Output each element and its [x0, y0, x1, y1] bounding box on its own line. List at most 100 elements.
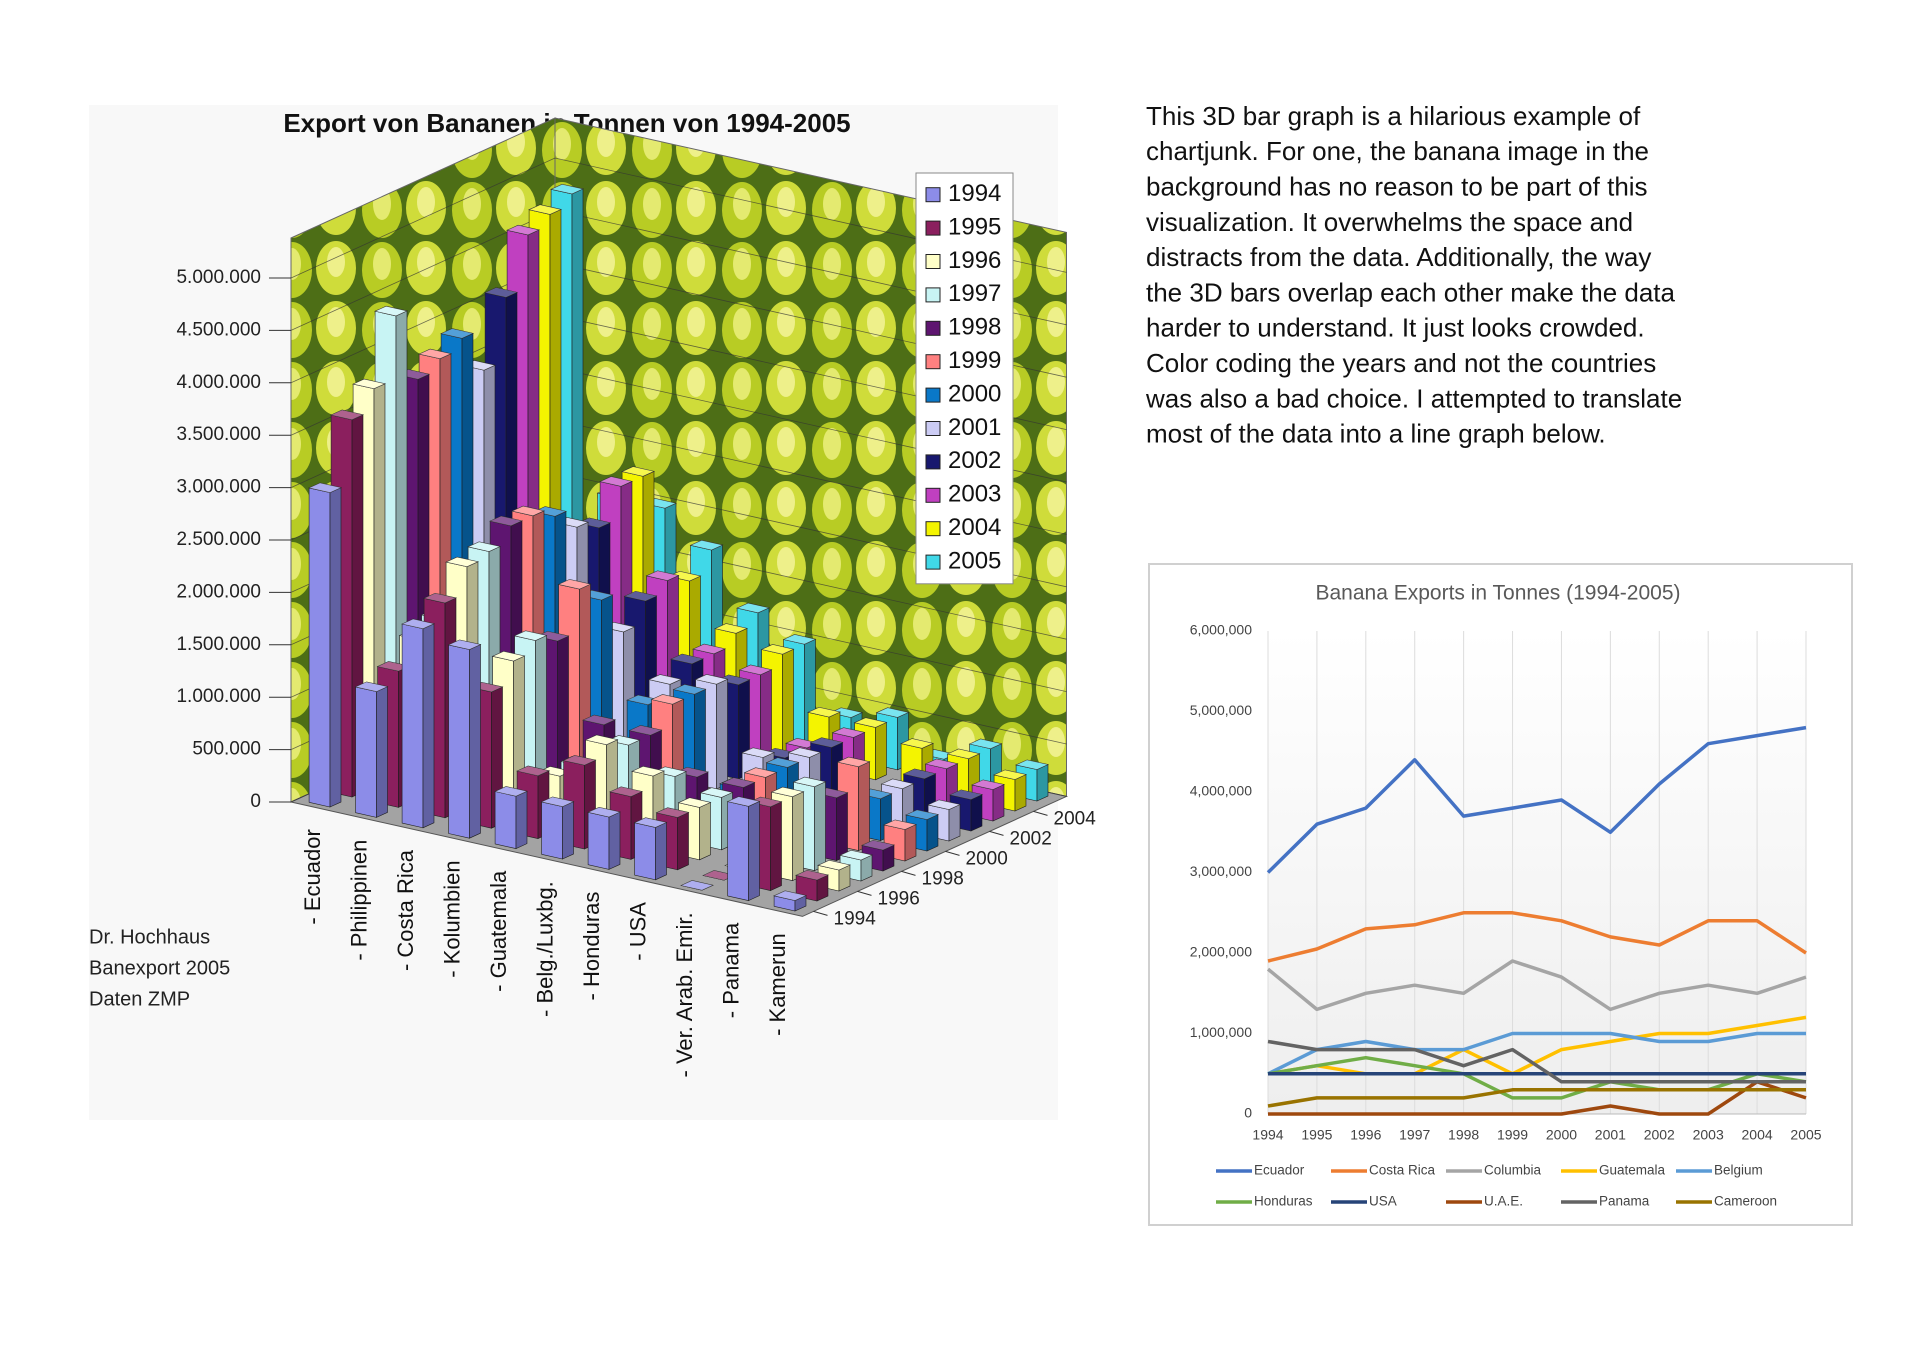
bar-highlight: [771, 787, 804, 797]
bar-highlight: [492, 651, 525, 661]
legend-box: [915, 172, 1014, 585]
bar-highlight: [402, 619, 434, 629]
x-tick-label: - Costa Rica: [393, 849, 418, 971]
bar-face: [645, 570, 680, 581]
description-line: Color coding the years and not the count…: [1146, 348, 1656, 378]
y-tick-label: 3,000,000: [1190, 863, 1252, 879]
bar-shade: [875, 722, 887, 780]
bar-chart-3d: 0 500.000 1.000.000 1.500.000 2.000.000 2.500…: [89, 117, 1097, 1077]
bar-highlight: [632, 766, 664, 776]
bar-face: [484, 287, 518, 298]
bar-highlight: [649, 674, 681, 685]
x-tick-label: - Ecuador: [300, 829, 325, 924]
bar-highlight: [600, 476, 632, 487]
x-tick-label: 1997: [1399, 1127, 1430, 1143]
bar-highlight: [906, 809, 938, 820]
bar-highlight: [972, 779, 1004, 790]
legend-swatch: [925, 387, 941, 403]
bar-highlight: [994, 769, 1026, 780]
bar-face: [716, 674, 751, 686]
bar-face: [900, 738, 934, 749]
bar-highlight: [783, 634, 816, 645]
depth-tick-label: 2004: [1054, 808, 1097, 829]
bar-highlight: [627, 695, 659, 705]
bar-highlight: [419, 349, 451, 359]
bar: [447, 639, 482, 839]
bar-highlight: [583, 715, 615, 725]
series-line: [1267, 1031, 1806, 1076]
series-line: [1267, 1088, 1806, 1108]
bar-face: [741, 747, 775, 758]
description-line: the 3D bars overlap each other make the …: [1146, 277, 1676, 307]
description-line: was also a bad choice. I attempted to tr…: [1145, 383, 1682, 413]
bar-shade: [1015, 774, 1026, 811]
bar-face: [672, 684, 707, 695]
x-tick-label: 2004: [1742, 1127, 1773, 1143]
bar-shade: [905, 824, 916, 861]
description: This 3D bar graph is a hilarious example…: [1145, 101, 1682, 449]
bar-shade: [699, 802, 711, 860]
x-tick-label: - Guatemala: [486, 870, 511, 992]
bar-highlight: [1016, 759, 1048, 770]
bar-face: [633, 817, 668, 828]
bar-highlight: [490, 516, 522, 526]
legend-swatch: [925, 220, 941, 236]
bar-face: [807, 706, 841, 718]
legend-label: 1996: [948, 247, 1001, 274]
bar-face: [557, 579, 592, 590]
x-tick-label: 1996: [1350, 1127, 1381, 1143]
bar-face: [765, 757, 800, 768]
legend-label: 2002: [948, 447, 1001, 474]
bar-shade: [535, 635, 547, 809]
bar-highlight: [671, 654, 703, 664]
x-tick-label: - USA: [626, 902, 651, 961]
bar-highlight: [446, 557, 478, 567]
legend-swatch: [925, 187, 941, 203]
legend-swatch: [925, 487, 941, 503]
bar-shade: [760, 669, 772, 769]
legend-swatch: [925, 320, 941, 336]
bar-highlight: [468, 541, 500, 552]
bar-face: [971, 779, 1005, 790]
bar-highlight: [744, 767, 777, 778]
x-tick-label: - Honduras: [579, 892, 604, 1001]
bar-face: [680, 880, 714, 891]
bar-highlight: [622, 466, 654, 477]
y-tick-label: 3.000.000: [176, 477, 261, 498]
bar-highlight: [558, 579, 591, 590]
bar-face: [528, 204, 562, 215]
bar-highlight: [700, 787, 733, 798]
bar-face: [606, 735, 641, 746]
bar-shade: [677, 812, 689, 870]
bar-face: [634, 822, 656, 881]
bar-face: [628, 725, 663, 736]
bar-highlight: [830, 707, 862, 718]
bar: [993, 769, 1027, 812]
bar-highlight: [774, 890, 806, 901]
bar-shade: [516, 791, 527, 849]
bar-face: [655, 807, 690, 818]
bar-highlight: [668, 571, 701, 581]
bar-highlight: [678, 797, 711, 808]
bar-highlight: [693, 644, 725, 654]
legend-swatch: [925, 554, 941, 570]
bar-shade: [748, 801, 760, 901]
bar-highlight: [950, 789, 982, 800]
bar-face: [773, 890, 807, 901]
bar-face: [352, 378, 386, 390]
bar-face: [609, 786, 643, 797]
bar-face: [670, 653, 704, 665]
description-line: most of the data into a line graph below…: [1146, 419, 1606, 449]
bar-face: [726, 796, 761, 807]
y-tick-label: 4.000.000: [176, 372, 261, 393]
bar-highlight: [854, 717, 887, 728]
annotation: Daten ZMP: [89, 988, 190, 1010]
bar: [540, 796, 575, 860]
bar-highlight: [947, 749, 980, 759]
bar-highlight: [634, 817, 667, 828]
legend-label: Columbia: [1484, 1163, 1542, 1178]
bar-highlight: [607, 735, 640, 746]
y-tick-label: 1.000.000: [176, 686, 261, 707]
y-tick-label: 3.500.000: [176, 424, 261, 445]
bar-face: [836, 756, 871, 768]
